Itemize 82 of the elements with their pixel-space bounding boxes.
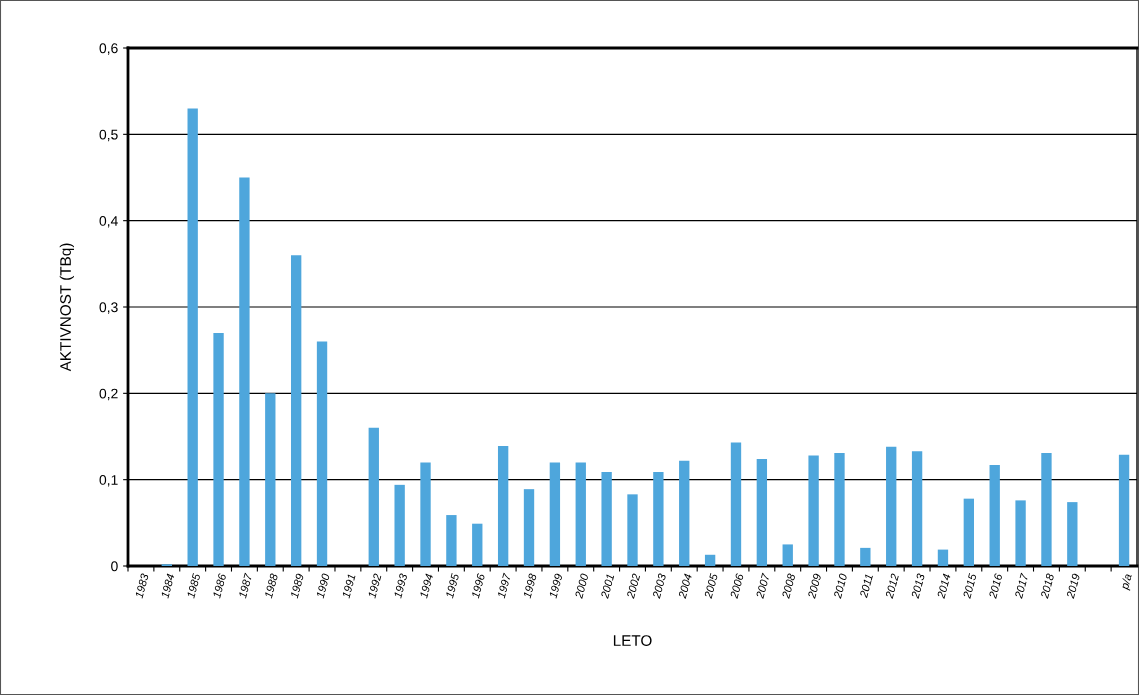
x-tick-label: 2013: [910, 573, 925, 599]
x-tick-label: 2018: [1040, 573, 1055, 599]
x-tick-label: 2012: [885, 573, 900, 599]
x-tick-label: 2016: [988, 572, 1003, 599]
x-tick-label: 1987: [238, 572, 253, 599]
bar: [601, 471, 612, 566]
x-tick-label: 2000: [574, 573, 589, 599]
x-tick-label: 2019: [1066, 573, 1081, 599]
x-tick-label: 2011: [859, 573, 873, 599]
bar: [290, 255, 302, 566]
x-tick-label: 1988: [264, 573, 279, 599]
x-tick-label: 1992: [367, 573, 382, 599]
bar: [446, 515, 457, 566]
bar: [937, 549, 949, 566]
x-tick-label: 2001: [600, 573, 615, 599]
x-tick-label: 2005: [703, 572, 719, 599]
y-tick-label: 0: [111, 561, 118, 572]
x-tick-label: 1995: [445, 572, 460, 599]
x-tick-label: 2015: [962, 572, 977, 599]
x-tick-label: 1994: [419, 573, 434, 599]
bar: [911, 451, 923, 566]
bar: [368, 427, 379, 566]
x-tick-label: 2008: [781, 573, 796, 599]
x-tick-label: 1983: [134, 573, 149, 599]
bar: [989, 464, 1000, 566]
bar: [782, 544, 793, 566]
x-tick-label: 2004: [678, 573, 693, 599]
y-tick-label: 0,2: [99, 388, 118, 401]
bar: [1118, 454, 1130, 566]
x-tick-label: 1993: [393, 573, 408, 599]
bar: [627, 494, 638, 566]
bar: [497, 446, 509, 566]
y-axis-title: AKTIVNOST (TBq): [59, 243, 74, 372]
bar: [834, 452, 845, 566]
bar: [756, 458, 768, 566]
x-tick-label: 2009: [807, 573, 822, 599]
x-tick-label: 1991: [341, 573, 356, 599]
x-tick-label: 1990: [316, 573, 330, 599]
y-tick-label: 0,5: [99, 129, 118, 142]
bar: [523, 489, 535, 566]
x-tick-label: 1986: [212, 572, 227, 599]
x-tick-label: 1996: [471, 572, 486, 599]
x-tick-label: 2003: [652, 573, 667, 599]
x-tick-label: 2017: [1014, 572, 1029, 599]
bar: [575, 462, 586, 566]
bar: [420, 462, 431, 566]
bar: [549, 462, 561, 566]
x-axis-title: LETO: [613, 635, 652, 646]
x-tick-label: 2010: [833, 573, 848, 599]
bar: [704, 554, 716, 566]
bar: [730, 442, 742, 566]
x-tick-label: 1985: [186, 572, 201, 599]
bar: [187, 108, 198, 566]
bar: [213, 332, 224, 566]
x-tick-label: 2014: [936, 573, 951, 599]
x-tick-label: 1989: [290, 573, 304, 599]
bar: [808, 455, 819, 566]
bar: [472, 523, 483, 566]
y-tick-label: 0,4: [99, 216, 118, 228]
bar: [265, 393, 276, 566]
x-tick-label: 2007: [755, 572, 770, 599]
x-tick-label: 2006: [729, 572, 744, 599]
x-tick-label: p/a: [1120, 573, 1134, 591]
y-tick-label: 0,3: [99, 302, 118, 314]
bar: [886, 446, 897, 566]
x-tick-label: 1998: [522, 573, 537, 599]
bar: [1015, 500, 1026, 566]
bar: [1067, 502, 1078, 566]
bar: [653, 471, 664, 566]
bar: [963, 498, 975, 566]
bar: [860, 547, 871, 566]
y-tick-label: 0,6: [99, 43, 118, 55]
bar: [679, 460, 690, 566]
bar: [316, 341, 328, 566]
y-tick-label: 0,1: [99, 475, 118, 487]
x-tick-label: 1984: [160, 573, 175, 599]
x-tick-label: 1999: [548, 573, 563, 599]
bar: [239, 177, 250, 566]
x-tick-label: 2002: [626, 573, 641, 599]
x-tick-label: 1997: [497, 572, 512, 599]
bar: [394, 484, 405, 566]
bar: [1041, 452, 1052, 566]
